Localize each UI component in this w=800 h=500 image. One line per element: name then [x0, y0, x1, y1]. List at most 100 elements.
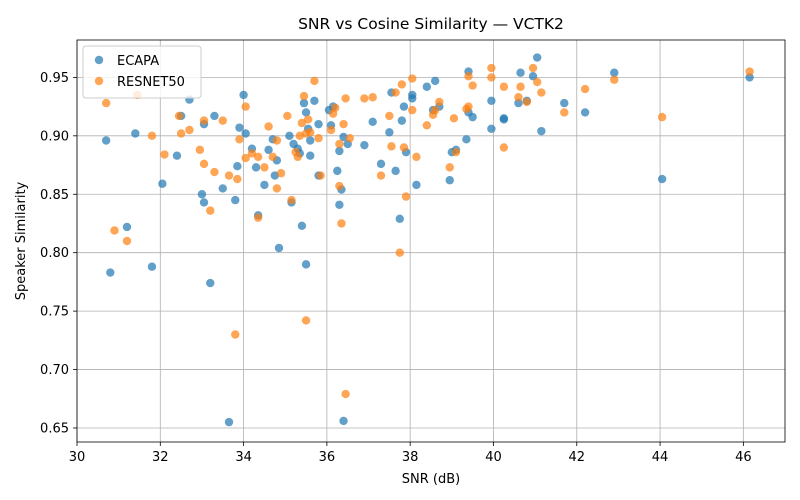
- data-point-ecapa: [487, 96, 496, 105]
- data-point-resnet50: [376, 171, 386, 180]
- data-point-resnet50: [487, 63, 496, 73]
- y-tick-label: 0.95: [40, 71, 69, 86]
- data-point-resnet50: [514, 93, 523, 102]
- data-point-ecapa: [285, 131, 294, 141]
- data-point-ecapa: [239, 90, 248, 100]
- data-point-ecapa: [218, 184, 227, 193]
- data-point-resnet50: [176, 129, 186, 138]
- data-point-ecapa: [468, 112, 477, 122]
- data-point-ecapa: [306, 136, 315, 145]
- data-point-ecapa: [231, 195, 240, 205]
- y-tick-label: 0.70: [40, 363, 69, 378]
- data-point-resnet50: [195, 145, 205, 155]
- data-point-ecapa: [158, 179, 167, 188]
- legend-frame: [82, 45, 202, 99]
- data-point-ecapa: [422, 82, 432, 91]
- data-point-ecapa: [260, 180, 269, 190]
- data-point-ecapa: [339, 132, 348, 142]
- data-point-resnet50: [303, 115, 313, 124]
- data-point-resnet50: [395, 248, 404, 257]
- data-point-resnet50: [445, 163, 454, 172]
- x-tick-label: 38: [402, 450, 419, 465]
- data-point-ecapa: [408, 90, 417, 100]
- data-point-resnet50: [580, 84, 590, 94]
- data-point-ecapa: [560, 98, 569, 108]
- data-point-resnet50: [224, 171, 234, 180]
- series-resnet50: [101, 63, 754, 399]
- data-point-resnet50: [387, 142, 396, 151]
- data-point-resnet50: [341, 94, 350, 103]
- y-tick-label: 0.65: [40, 421, 69, 436]
- data-point-resnet50: [408, 105, 417, 115]
- data-point-ecapa: [122, 222, 132, 232]
- data-point-resnet50: [210, 167, 219, 177]
- data-point-ecapa: [172, 151, 182, 160]
- data-point-resnet50: [339, 119, 348, 129]
- x-tick-label: 42: [568, 450, 585, 465]
- data-point-resnet50: [283, 111, 292, 121]
- data-point-ecapa: [516, 68, 525, 77]
- data-point-ecapa: [462, 135, 471, 144]
- data-points: [101, 53, 754, 427]
- data-point-resnet50: [314, 133, 323, 143]
- data-point-resnet50: [199, 159, 209, 169]
- data-point-ecapa: [299, 98, 309, 108]
- data-point-resnet50: [412, 152, 421, 162]
- data-point-resnet50: [260, 163, 269, 172]
- data-point-ecapa: [233, 162, 242, 171]
- data-point-resnet50: [341, 389, 350, 399]
- data-point-ecapa: [199, 198, 209, 207]
- data-point-resnet50: [174, 111, 184, 121]
- data-point-ecapa: [514, 98, 523, 108]
- data-point-resnet50: [293, 152, 302, 162]
- data-point-resnet50: [235, 135, 244, 144]
- data-point-resnet50: [408, 74, 417, 83]
- data-point-ecapa: [314, 119, 323, 129]
- data-point-ecapa: [235, 123, 244, 132]
- data-point-ecapa: [533, 53, 542, 62]
- data-point-ecapa: [306, 151, 315, 160]
- data-point-resnet50: [385, 111, 394, 121]
- data-point-ecapa: [197, 190, 207, 199]
- data-point-resnet50: [331, 103, 340, 112]
- data-point-resnet50: [297, 118, 307, 128]
- data-point-resnet50: [241, 153, 250, 163]
- data-point-ecapa: [335, 200, 344, 209]
- data-point-resnet50: [268, 152, 277, 162]
- x-tick-label: 46: [735, 450, 752, 465]
- legend: ECAPA RESNET50: [82, 45, 202, 99]
- data-point-ecapa: [297, 221, 307, 231]
- data-point-resnet50: [206, 206, 215, 215]
- data-point-ecapa: [264, 145, 273, 155]
- data-point-resnet50: [101, 98, 111, 108]
- data-point-ecapa: [430, 76, 440, 86]
- legend-label-resnet50: RESNET50: [117, 75, 185, 90]
- data-point-ecapa: [499, 114, 509, 123]
- data-point-resnet50: [560, 108, 569, 117]
- data-point-ecapa: [368, 117, 377, 127]
- x-tick-label: 32: [152, 450, 169, 465]
- x-tick-label: 36: [319, 450, 336, 465]
- data-point-ecapa: [657, 174, 667, 184]
- data-point-ecapa: [385, 128, 394, 137]
- y-tick-label: 0.90: [40, 129, 69, 144]
- data-point-ecapa: [528, 72, 538, 81]
- data-point-resnet50: [464, 72, 473, 81]
- data-point-ecapa: [206, 278, 215, 288]
- data-point-ecapa: [106, 268, 115, 277]
- data-point-resnet50: [253, 213, 263, 222]
- data-point-ecapa: [745, 73, 754, 82]
- data-point-ecapa: [274, 243, 284, 253]
- data-point-ecapa: [391, 166, 400, 176]
- data-point-resnet50: [522, 97, 531, 107]
- data-point-resnet50: [537, 88, 546, 97]
- data-point-ecapa: [339, 416, 348, 426]
- data-point-resnet50: [301, 316, 311, 325]
- data-point-resnet50: [272, 136, 282, 145]
- axis-ticks: 30 32 34 36 38 40 42 44 46 0.65 0.70 0.75 0.80 0.85 0.…: [40, 71, 752, 465]
- x-tick-label: 44: [652, 450, 669, 465]
- data-point-ecapa: [335, 146, 344, 156]
- plot-frame: [76, 39, 786, 443]
- data-point-resnet50: [368, 93, 377, 102]
